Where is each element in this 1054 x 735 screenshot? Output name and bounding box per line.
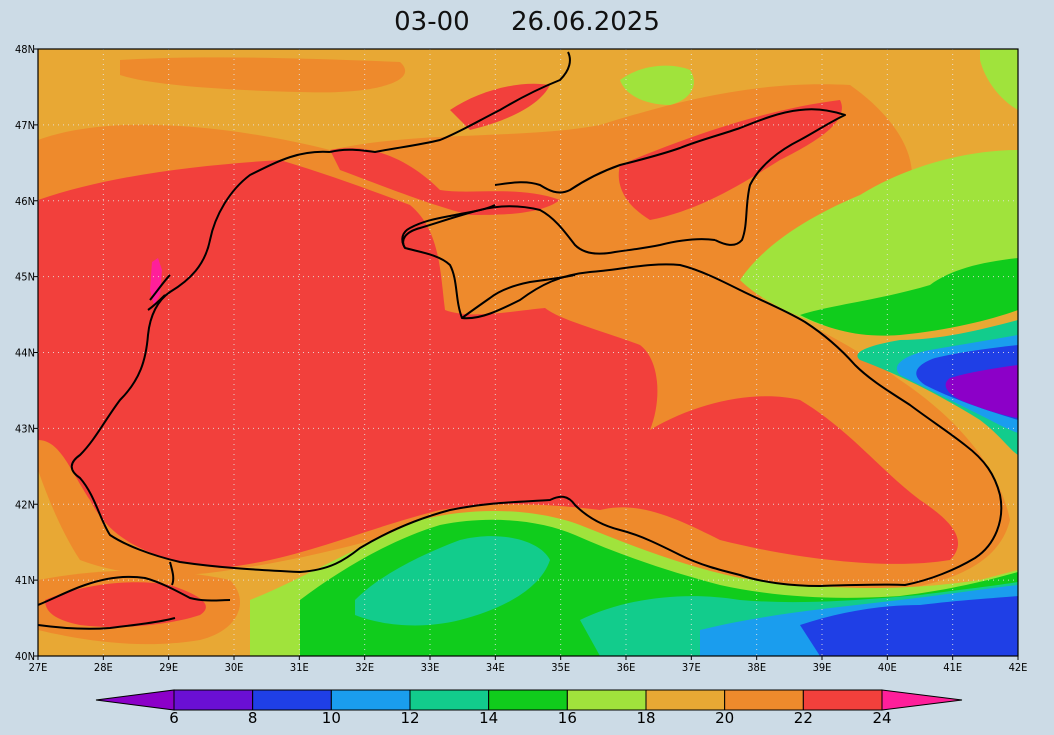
grid xyxy=(38,49,1018,656)
colorbar-swatch xyxy=(409,689,490,711)
lon-label: 40E xyxy=(878,661,897,674)
colorbar-swatch xyxy=(252,689,332,711)
lat-label: 46N xyxy=(15,195,35,208)
colorbar-swatch xyxy=(566,689,647,711)
longitude-labels: 27E 28E 29E 30E 31E 32E 33E 34E 35E 36E 37E 38E 39E 4… xyxy=(29,656,1028,674)
lat-label: 40N xyxy=(15,650,35,663)
coastline-northwest xyxy=(329,51,571,153)
lon-label: 29E xyxy=(159,661,178,674)
lon-label: 39E xyxy=(813,661,832,674)
coastline-azov xyxy=(494,108,846,246)
colorbar-label: 24 xyxy=(872,709,891,727)
lat-label: 41N xyxy=(15,574,35,587)
field-red-marmara xyxy=(45,582,206,627)
colorbar-label: 8 xyxy=(248,709,258,727)
field-orange-northwest xyxy=(120,57,406,93)
colorbar-label: 14 xyxy=(479,709,498,727)
field-red-crimea-sea xyxy=(330,148,560,215)
lat-label: 45N xyxy=(15,271,35,284)
coastline-black-sea xyxy=(70,150,1003,587)
field-layer xyxy=(38,49,1018,656)
colorbar-swatch xyxy=(173,689,254,711)
colorbar: 6 8 10 12 14 16 18 20 22 24 xyxy=(95,689,963,727)
lon-label: 27E xyxy=(29,661,48,674)
lat-label: 48N xyxy=(15,43,35,56)
colorbar-label: 16 xyxy=(558,709,577,727)
colorbar-label: 6 xyxy=(169,709,179,727)
lon-label: 28E xyxy=(94,661,113,674)
coastline-marmara xyxy=(38,575,231,630)
lon-label: 41E xyxy=(943,661,962,674)
colorbar-swatch xyxy=(330,689,411,711)
lon-label: 37E xyxy=(682,661,701,674)
title-date: 26.06.2025 xyxy=(511,7,660,37)
colorbar-label: 22 xyxy=(794,709,813,727)
latitude-labels: 48N 47N 46N 45N 44N 43N 42N 41N 40N xyxy=(15,43,38,663)
colorbar-label: 12 xyxy=(400,709,419,727)
colorbar-swatch xyxy=(724,689,804,711)
colorbar-arrow-left xyxy=(95,689,175,711)
field-green-east xyxy=(800,258,1018,336)
field-teal-south xyxy=(355,536,550,626)
field-lime-north xyxy=(620,65,694,105)
map-title: 03-00 26.06.2025 xyxy=(0,0,1054,44)
field-red-west-edge xyxy=(38,276,100,385)
title-time: 03-00 xyxy=(394,7,470,37)
field-purple-east xyxy=(945,365,1018,418)
lon-label: 34E xyxy=(486,661,505,674)
lon-label: 30E xyxy=(225,661,244,674)
lat-label: 47N xyxy=(15,119,35,132)
colorbar-arrow-right xyxy=(881,689,963,711)
colorbar-label: 10 xyxy=(322,709,341,727)
lat-label: 43N xyxy=(15,422,35,435)
coastline-crimea-south xyxy=(461,274,576,319)
lon-label: 32E xyxy=(355,661,374,674)
coastline-crimea-west xyxy=(401,204,496,249)
field-blue-southeast xyxy=(800,596,1018,656)
coastline xyxy=(38,51,1003,630)
colorbar-swatch xyxy=(645,689,726,711)
lon-label: 42E xyxy=(1009,661,1028,674)
coastline-bosporus xyxy=(169,561,175,586)
lat-label: 44N xyxy=(15,347,35,360)
lon-label: 38E xyxy=(747,661,766,674)
colorbar-label: 18 xyxy=(636,709,655,727)
lon-label: 35E xyxy=(551,661,570,674)
field-red-main xyxy=(38,160,959,568)
field-lime-northeast xyxy=(980,49,1018,110)
field-magenta-spot xyxy=(150,258,162,305)
colorbar-swatch xyxy=(802,689,883,711)
lat-label: 42N xyxy=(15,498,35,511)
field-red-azov xyxy=(618,100,842,220)
coastline-danube xyxy=(147,274,171,311)
colorbar-label: 20 xyxy=(715,709,734,727)
lon-label: 33E xyxy=(421,661,440,674)
lon-label: 36E xyxy=(617,661,636,674)
coastline-crimea-north xyxy=(479,205,716,255)
lon-label: 31E xyxy=(290,661,309,674)
colorbar-swatch xyxy=(488,689,568,711)
